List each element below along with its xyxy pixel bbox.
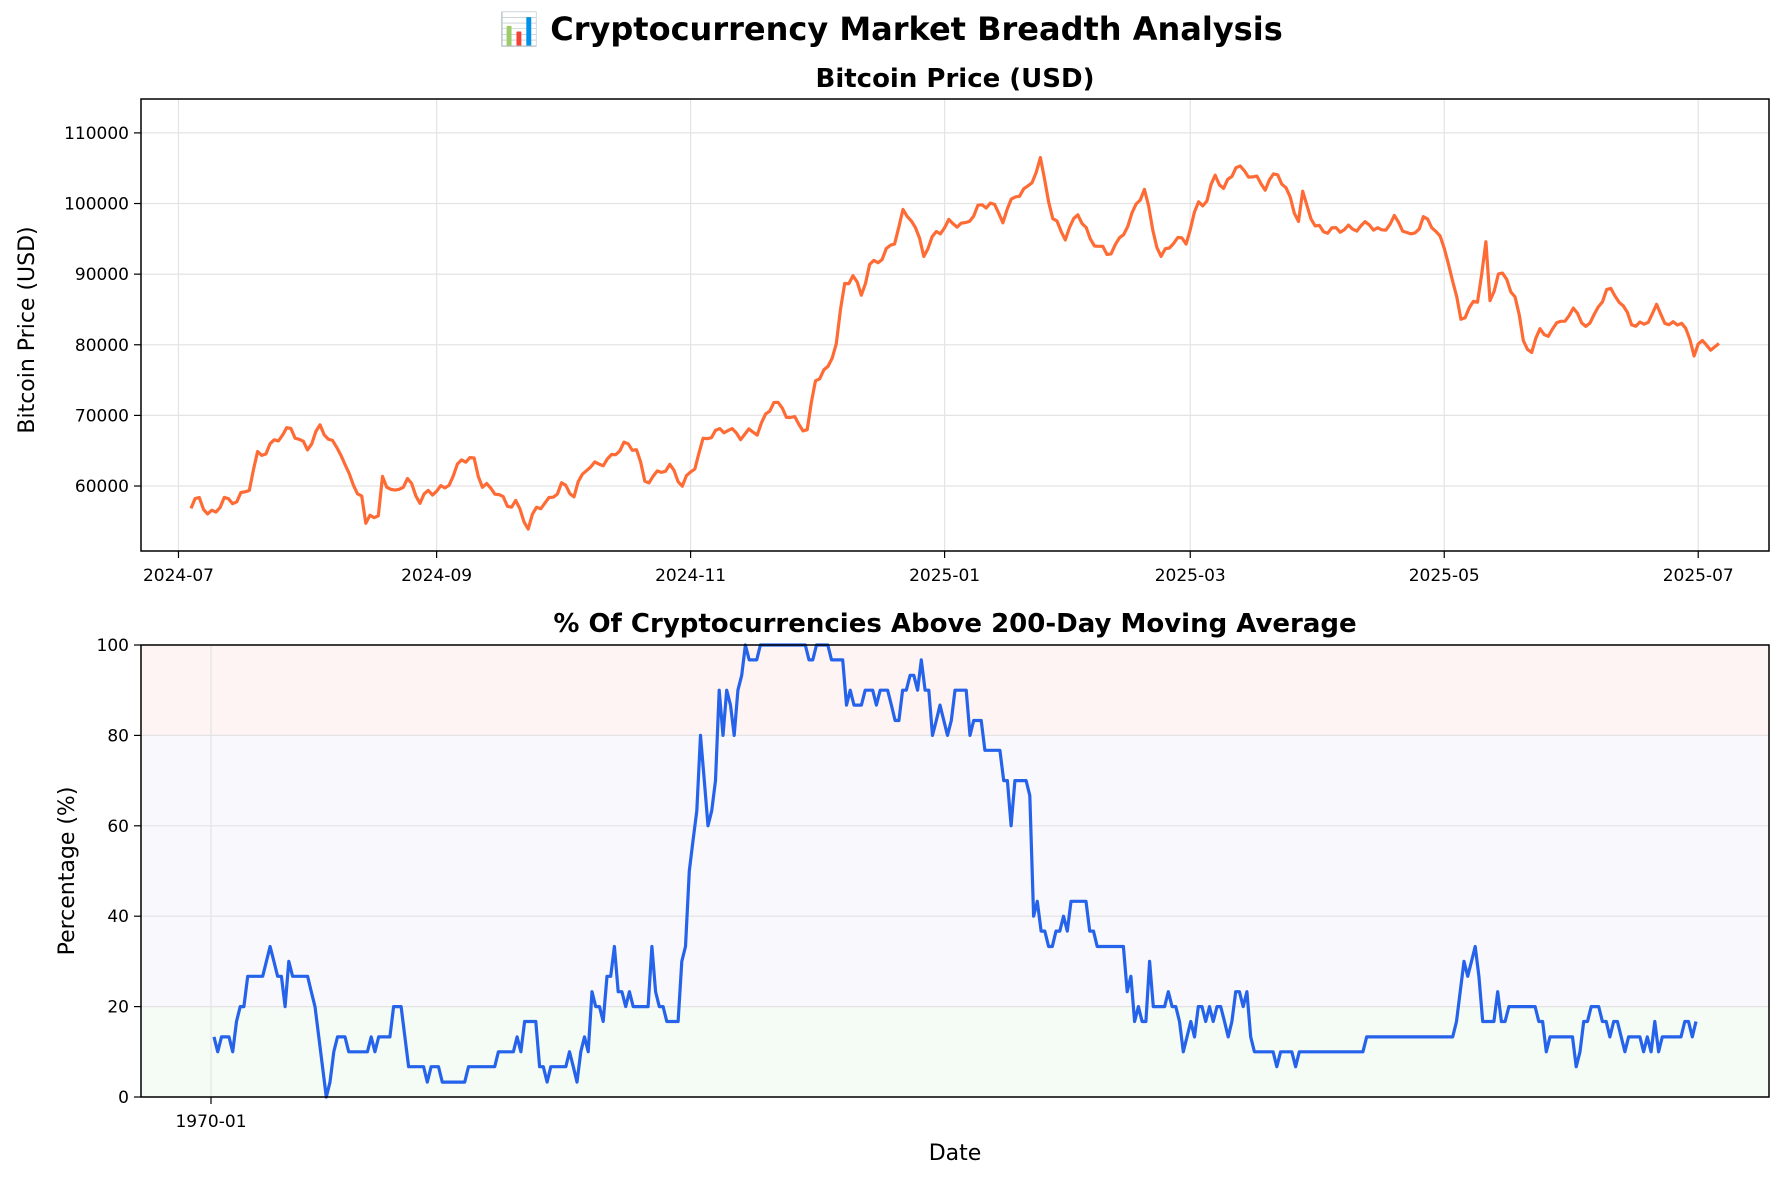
chart1-ytick-label: 100000 bbox=[64, 195, 129, 215]
chart2-xlabel: Date bbox=[929, 1141, 982, 1166]
chart2-ytick-label: 100 bbox=[97, 636, 129, 656]
chart1-xtick-label: 2024-07 bbox=[143, 566, 214, 586]
chart1-plot-frame bbox=[140, 98, 1770, 552]
figure-suptitle: 📊 Cryptocurrency Market Breadth Analysis bbox=[499, 10, 1282, 48]
chart1-ylabel: Bitcoin Price (USD) bbox=[15, 226, 40, 433]
chart1-grid bbox=[141, 99, 1769, 551]
chart2-series bbox=[212, 643, 1698, 1099]
chart1-ticks: 60000 70000 80000 90000 100000 110000 2024-07 2… bbox=[64, 124, 1734, 586]
chart2-ytick-label: 60 bbox=[107, 817, 129, 837]
chart2-ylabel: Percentage (%) bbox=[55, 787, 80, 956]
breadth-percentage-chart: % Of Cryptocurrencies Above 200-Day Movi… bbox=[55, 609, 1770, 1166]
chart1-xtick-label: 2025-03 bbox=[1155, 566, 1226, 586]
chart2-ytick-label: 20 bbox=[107, 998, 129, 1018]
chart2-plot-frame bbox=[140, 644, 1770, 1098]
chart2-ytick-label: 40 bbox=[107, 907, 129, 927]
chart1-xtick-label: 2025-05 bbox=[1409, 566, 1480, 586]
chart1-ytick-label: 70000 bbox=[75, 406, 129, 426]
chart2-title: % Of Cryptocurrencies Above 200-Day Movi… bbox=[553, 609, 1356, 639]
chart1-xtick-label: 2024-09 bbox=[401, 566, 472, 586]
chart1-ytick-label: 80000 bbox=[75, 336, 129, 356]
chart1-xtick-label: 2025-01 bbox=[909, 566, 980, 586]
chart1-ytick-label: 110000 bbox=[64, 124, 129, 144]
chart1-xtick-label: 2025-07 bbox=[1663, 566, 1734, 586]
chart1-title: Bitcoin Price (USD) bbox=[816, 64, 1095, 94]
chart2-ytick-label: 80 bbox=[107, 726, 129, 746]
bitcoin-price-chart: Bitcoin Price (USD) Bitcoin Price (USD) … bbox=[15, 64, 1770, 586]
chart2-zone-band bbox=[141, 735, 1769, 1007]
chart2-xtick-label: 1970-01 bbox=[175, 1112, 246, 1132]
chart2-bands bbox=[141, 645, 1769, 1097]
chart1-ytick-label: 90000 bbox=[75, 265, 129, 285]
btc-price-line bbox=[189, 156, 1720, 531]
chart2-ytick-label: 0 bbox=[118, 1088, 129, 1108]
chart1-xtick-label: 2024-11 bbox=[655, 566, 726, 586]
chart2-zone-band bbox=[141, 1006, 1769, 1097]
chart2-ticks: 0 20 40 60 80 100 1970-01 bbox=[97, 636, 247, 1132]
breadth-percentage-line bbox=[212, 643, 1698, 1099]
chart1-ytick-label: 60000 bbox=[75, 477, 129, 497]
chart1-series bbox=[189, 156, 1720, 531]
